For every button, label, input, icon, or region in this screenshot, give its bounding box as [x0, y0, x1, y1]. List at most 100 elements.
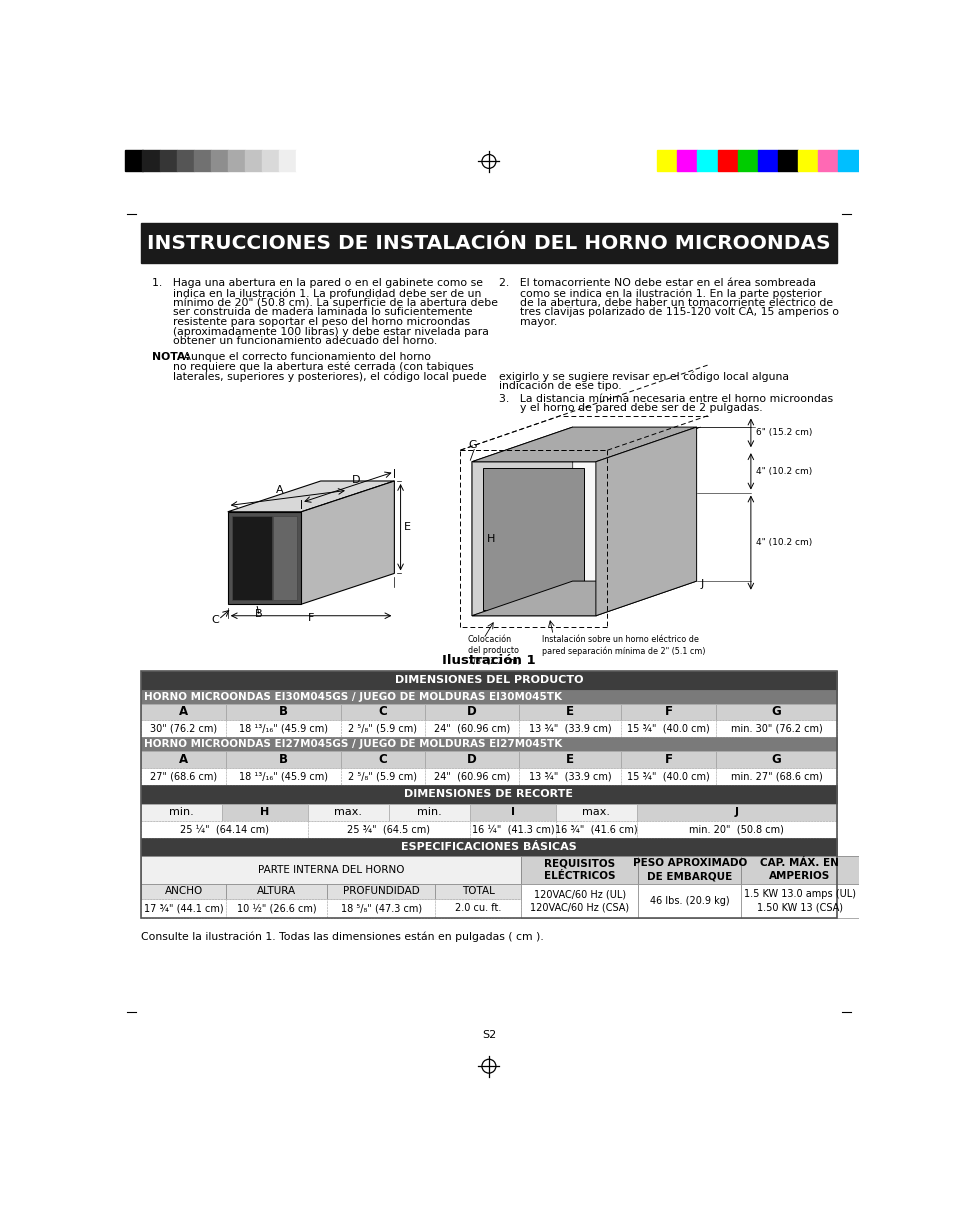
Text: 18 ⁵/₈" (47.3 cm): 18 ⁵/₈" (47.3 cm)	[340, 903, 421, 913]
Text: A: A	[179, 753, 188, 767]
Text: D: D	[352, 475, 360, 484]
Text: C: C	[378, 753, 387, 767]
Text: 27" (68.6 cm): 27" (68.6 cm)	[150, 772, 217, 781]
Text: indicación de ese tipo.: indicación de ese tipo.	[498, 381, 621, 392]
Text: B: B	[279, 753, 288, 767]
Text: como se indica en la ilustración 1. En la parte posterior: como se indica en la ilustración 1. En l…	[498, 288, 821, 298]
Text: Aunque el correcto funcionamiento del horno: Aunque el correcto funcionamiento del ho…	[180, 352, 431, 361]
Polygon shape	[472, 427, 696, 461]
Bar	[798, 150, 818, 172]
Bar	[245, 150, 261, 172]
Polygon shape	[274, 516, 296, 600]
Text: DIMENSIONES DEL PRODUCTO: DIMENSIONES DEL PRODUCTO	[395, 675, 582, 685]
Text: 16 ¾"  (41.6 cm): 16 ¾" (41.6 cm)	[555, 824, 637, 834]
Text: E: E	[566, 706, 574, 718]
Bar	[327, 899, 435, 918]
Text: G: G	[771, 753, 781, 767]
Bar	[142, 150, 159, 172]
Text: min.: min.	[169, 807, 193, 817]
Text: indica en la ilustración 1. La profundidad debe ser de un: indica en la ilustración 1. La profundid…	[152, 288, 480, 298]
Text: 30" (76.2 cm): 30" (76.2 cm)	[150, 724, 217, 734]
Text: min. 20"  (50.8 cm): min. 20" (50.8 cm)	[689, 824, 783, 834]
Text: 4" (10.2 cm): 4" (10.2 cm)	[755, 467, 811, 476]
Polygon shape	[472, 461, 596, 616]
Text: S2: S2	[481, 1031, 496, 1041]
Bar	[555, 820, 637, 837]
Bar	[424, 751, 518, 768]
Text: PESO APROXIMADO
DE EMBARQUE: PESO APROXIMADO DE EMBARQUE	[632, 858, 746, 881]
Text: H: H	[260, 807, 270, 817]
Bar	[222, 803, 307, 820]
Text: D: D	[467, 706, 476, 718]
Bar	[261, 150, 278, 172]
Bar	[435, 899, 520, 918]
Bar	[141, 690, 836, 703]
Bar	[637, 803, 836, 820]
Bar	[141, 884, 226, 899]
Text: J: J	[700, 579, 703, 589]
Bar	[620, 703, 716, 720]
Text: 1.5 KW 13.0 amps (UL)
1.50 KW 13 (CSA): 1.5 KW 13.0 amps (UL) 1.50 KW 13 (CSA)	[743, 890, 855, 913]
Text: resistente para soportar el peso del horno microondas: resistente para soportar el peso del hor…	[152, 316, 469, 327]
Bar	[278, 150, 295, 172]
Bar	[716, 751, 836, 768]
Text: mínimo de 20" (50.8 cm). La superficie de la abertura debe: mínimo de 20" (50.8 cm). La superficie d…	[152, 298, 497, 308]
Bar	[340, 751, 424, 768]
Bar	[141, 703, 226, 720]
Text: CAP. MÁX. EN
AMPERIOS: CAP. MÁX. EN AMPERIOS	[760, 858, 839, 881]
Text: F: F	[664, 706, 672, 718]
Bar	[141, 223, 836, 263]
Polygon shape	[483, 467, 583, 610]
Bar	[518, 703, 620, 720]
Text: (aproximadamente 100 libras) y debe estar nivelada para: (aproximadamente 100 libras) y debe esta…	[152, 326, 488, 337]
Bar	[518, 768, 620, 785]
Text: 1.   Haga una abertura en la pared o en el gabinete como se: 1. Haga una abertura en la pared o en el…	[152, 279, 482, 288]
Text: ANCHO: ANCHO	[164, 886, 202, 897]
Text: NOTA:: NOTA:	[152, 352, 190, 361]
Text: 17 ¾" (44.1 cm): 17 ¾" (44.1 cm)	[144, 903, 223, 913]
Bar	[340, 703, 424, 720]
Bar	[226, 899, 327, 918]
Bar	[518, 751, 620, 768]
Text: mayor.: mayor.	[498, 316, 557, 327]
Bar	[677, 150, 697, 172]
Text: ESPECIFICACIONES BÁSICAS: ESPECIFICACIONES BÁSICAS	[400, 842, 577, 852]
Text: PARTE INTERNA DEL HORNO: PARTE INTERNA DEL HORNO	[257, 865, 404, 875]
Text: 25 ¾"  (64.5 cm): 25 ¾" (64.5 cm)	[347, 824, 430, 834]
Bar	[340, 768, 424, 785]
Text: 2.0 cu. ft.: 2.0 cu. ft.	[455, 903, 500, 913]
Bar	[226, 751, 340, 768]
Text: min.: min.	[416, 807, 441, 817]
Text: C: C	[212, 616, 219, 626]
Bar	[141, 720, 226, 738]
Text: REQUISITOS
ELÉCTRICOS: REQUISITOS ELÉCTRICOS	[543, 858, 615, 881]
Text: I: I	[511, 807, 515, 817]
Bar	[226, 720, 340, 738]
Bar	[141, 738, 836, 751]
Bar	[141, 768, 226, 785]
Bar	[307, 803, 389, 820]
Bar	[141, 803, 222, 820]
Text: 15 ¾"  (40.0 cm): 15 ¾" (40.0 cm)	[627, 772, 709, 781]
Text: PROFUNDIDAD: PROFUNDIDAD	[342, 886, 419, 897]
Bar	[716, 703, 836, 720]
Bar	[620, 768, 716, 785]
Polygon shape	[228, 512, 301, 604]
Text: 4" (10.2 cm): 4" (10.2 cm)	[755, 538, 811, 548]
Text: ser construida de madera laminada lo suficientemente: ser construida de madera laminada lo suf…	[152, 308, 472, 318]
Polygon shape	[596, 427, 696, 616]
Bar	[141, 899, 226, 918]
Text: G: G	[771, 706, 781, 718]
Text: Instalación sobre un horno eléctrico de
pared separación mínima de 2" (5.1 cm): Instalación sobre un horno eléctrico de …	[541, 635, 704, 656]
Text: 15 ¾"  (40.0 cm): 15 ¾" (40.0 cm)	[627, 724, 709, 734]
Text: 25 ¼"  (64.14 cm): 25 ¼" (64.14 cm)	[179, 824, 269, 834]
Text: E: E	[403, 522, 410, 532]
Bar	[141, 856, 520, 884]
Text: C: C	[378, 706, 387, 718]
Bar	[555, 803, 637, 820]
Text: G: G	[468, 439, 476, 450]
Bar	[778, 150, 798, 172]
Text: E: E	[566, 753, 574, 767]
Text: 24"  (60.96 cm): 24" (60.96 cm)	[434, 724, 510, 734]
Bar	[757, 150, 778, 172]
